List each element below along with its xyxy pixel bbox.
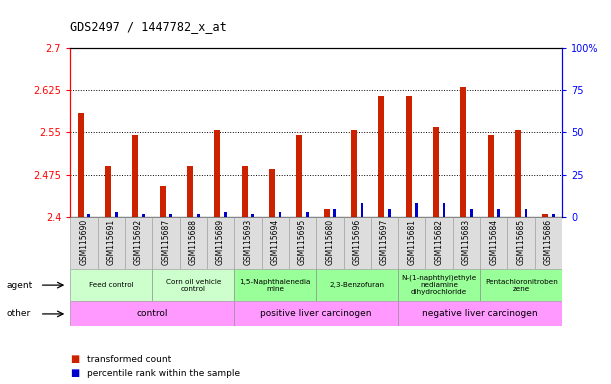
Bar: [180, 217, 207, 269]
Text: negative liver carcinogen: negative liver carcinogen: [422, 310, 538, 318]
Bar: [324, 209, 329, 217]
Text: agent: agent: [6, 281, 32, 290]
Bar: [252, 214, 254, 217]
Text: transformed count: transformed count: [87, 354, 172, 364]
Bar: [70, 269, 152, 301]
Text: GSM115697: GSM115697: [380, 218, 389, 265]
Text: GSM115689: GSM115689: [216, 218, 225, 265]
Bar: [542, 214, 548, 217]
Bar: [78, 113, 84, 217]
Bar: [224, 212, 227, 217]
Bar: [488, 135, 494, 217]
Bar: [398, 269, 480, 301]
Text: GSM115687: GSM115687: [161, 218, 170, 265]
Text: GSM115680: GSM115680: [325, 218, 334, 265]
Text: GSM115692: GSM115692: [134, 218, 143, 265]
Text: Pentachloronitroben
zene: Pentachloronitroben zene: [485, 279, 557, 291]
Bar: [360, 204, 364, 217]
Text: ■: ■: [70, 368, 79, 378]
Text: Corn oil vehicle
control: Corn oil vehicle control: [166, 279, 221, 291]
Bar: [169, 214, 172, 217]
Bar: [115, 212, 117, 217]
Bar: [98, 217, 125, 269]
Bar: [398, 301, 562, 326]
Bar: [398, 217, 425, 269]
Text: GSM115685: GSM115685: [517, 218, 525, 265]
Bar: [152, 217, 180, 269]
Bar: [234, 217, 262, 269]
Bar: [152, 269, 234, 301]
Text: GSM115695: GSM115695: [298, 218, 307, 265]
Bar: [371, 217, 398, 269]
Bar: [415, 204, 418, 217]
Text: GSM115686: GSM115686: [544, 218, 553, 265]
Bar: [508, 217, 535, 269]
Text: GSM115684: GSM115684: [489, 218, 499, 265]
Text: GSM115690: GSM115690: [79, 218, 89, 265]
Text: GSM115694: GSM115694: [271, 218, 280, 265]
Bar: [316, 217, 343, 269]
Bar: [388, 209, 391, 217]
Bar: [378, 96, 384, 217]
Text: N-(1-naphthyl)ethyle
nediamine
dihydrochloride: N-(1-naphthyl)ethyle nediamine dihydroch…: [401, 275, 477, 295]
Bar: [262, 217, 289, 269]
Bar: [497, 209, 500, 217]
Bar: [535, 217, 562, 269]
Bar: [334, 209, 336, 217]
Bar: [214, 130, 221, 217]
Bar: [105, 166, 111, 217]
Bar: [515, 130, 521, 217]
Bar: [70, 217, 98, 269]
Text: Feed control: Feed control: [89, 282, 134, 288]
Bar: [159, 186, 166, 217]
Text: control: control: [136, 310, 168, 318]
Bar: [453, 217, 480, 269]
Bar: [289, 217, 316, 269]
Text: GSM115682: GSM115682: [434, 218, 444, 265]
Text: GSM115693: GSM115693: [243, 218, 252, 265]
Bar: [296, 135, 302, 217]
Bar: [552, 214, 555, 217]
Text: GSM115688: GSM115688: [189, 218, 198, 265]
Bar: [480, 217, 508, 269]
Bar: [70, 301, 234, 326]
Text: positive liver carcinogen: positive liver carcinogen: [260, 310, 372, 318]
Text: ■: ■: [70, 354, 79, 364]
Bar: [343, 217, 371, 269]
Bar: [234, 301, 398, 326]
Bar: [525, 209, 527, 217]
Text: GSM115683: GSM115683: [462, 218, 471, 265]
Bar: [269, 169, 275, 217]
Bar: [306, 212, 309, 217]
Text: GSM115696: GSM115696: [353, 218, 362, 265]
Bar: [351, 130, 357, 217]
Bar: [142, 214, 145, 217]
Text: 1,5-Naphthalenedia
mine: 1,5-Naphthalenedia mine: [240, 279, 311, 291]
Bar: [187, 166, 193, 217]
Bar: [443, 204, 445, 217]
Bar: [425, 217, 453, 269]
Bar: [241, 166, 247, 217]
Bar: [433, 127, 439, 217]
Text: 2,3-Benzofuran: 2,3-Benzofuran: [330, 282, 385, 288]
Text: other: other: [6, 310, 31, 318]
Bar: [207, 217, 234, 269]
Bar: [197, 214, 200, 217]
Bar: [125, 217, 152, 269]
Bar: [279, 212, 282, 217]
Bar: [406, 96, 412, 217]
Bar: [133, 135, 138, 217]
Bar: [87, 214, 90, 217]
Text: GDS2497 / 1447782_x_at: GDS2497 / 1447782_x_at: [70, 20, 227, 33]
Bar: [470, 209, 473, 217]
Bar: [460, 88, 466, 217]
Text: percentile rank within the sample: percentile rank within the sample: [87, 369, 241, 378]
Bar: [234, 269, 316, 301]
Text: GSM115681: GSM115681: [408, 218, 416, 265]
Bar: [316, 269, 398, 301]
Text: GSM115691: GSM115691: [107, 218, 115, 265]
Bar: [480, 269, 562, 301]
